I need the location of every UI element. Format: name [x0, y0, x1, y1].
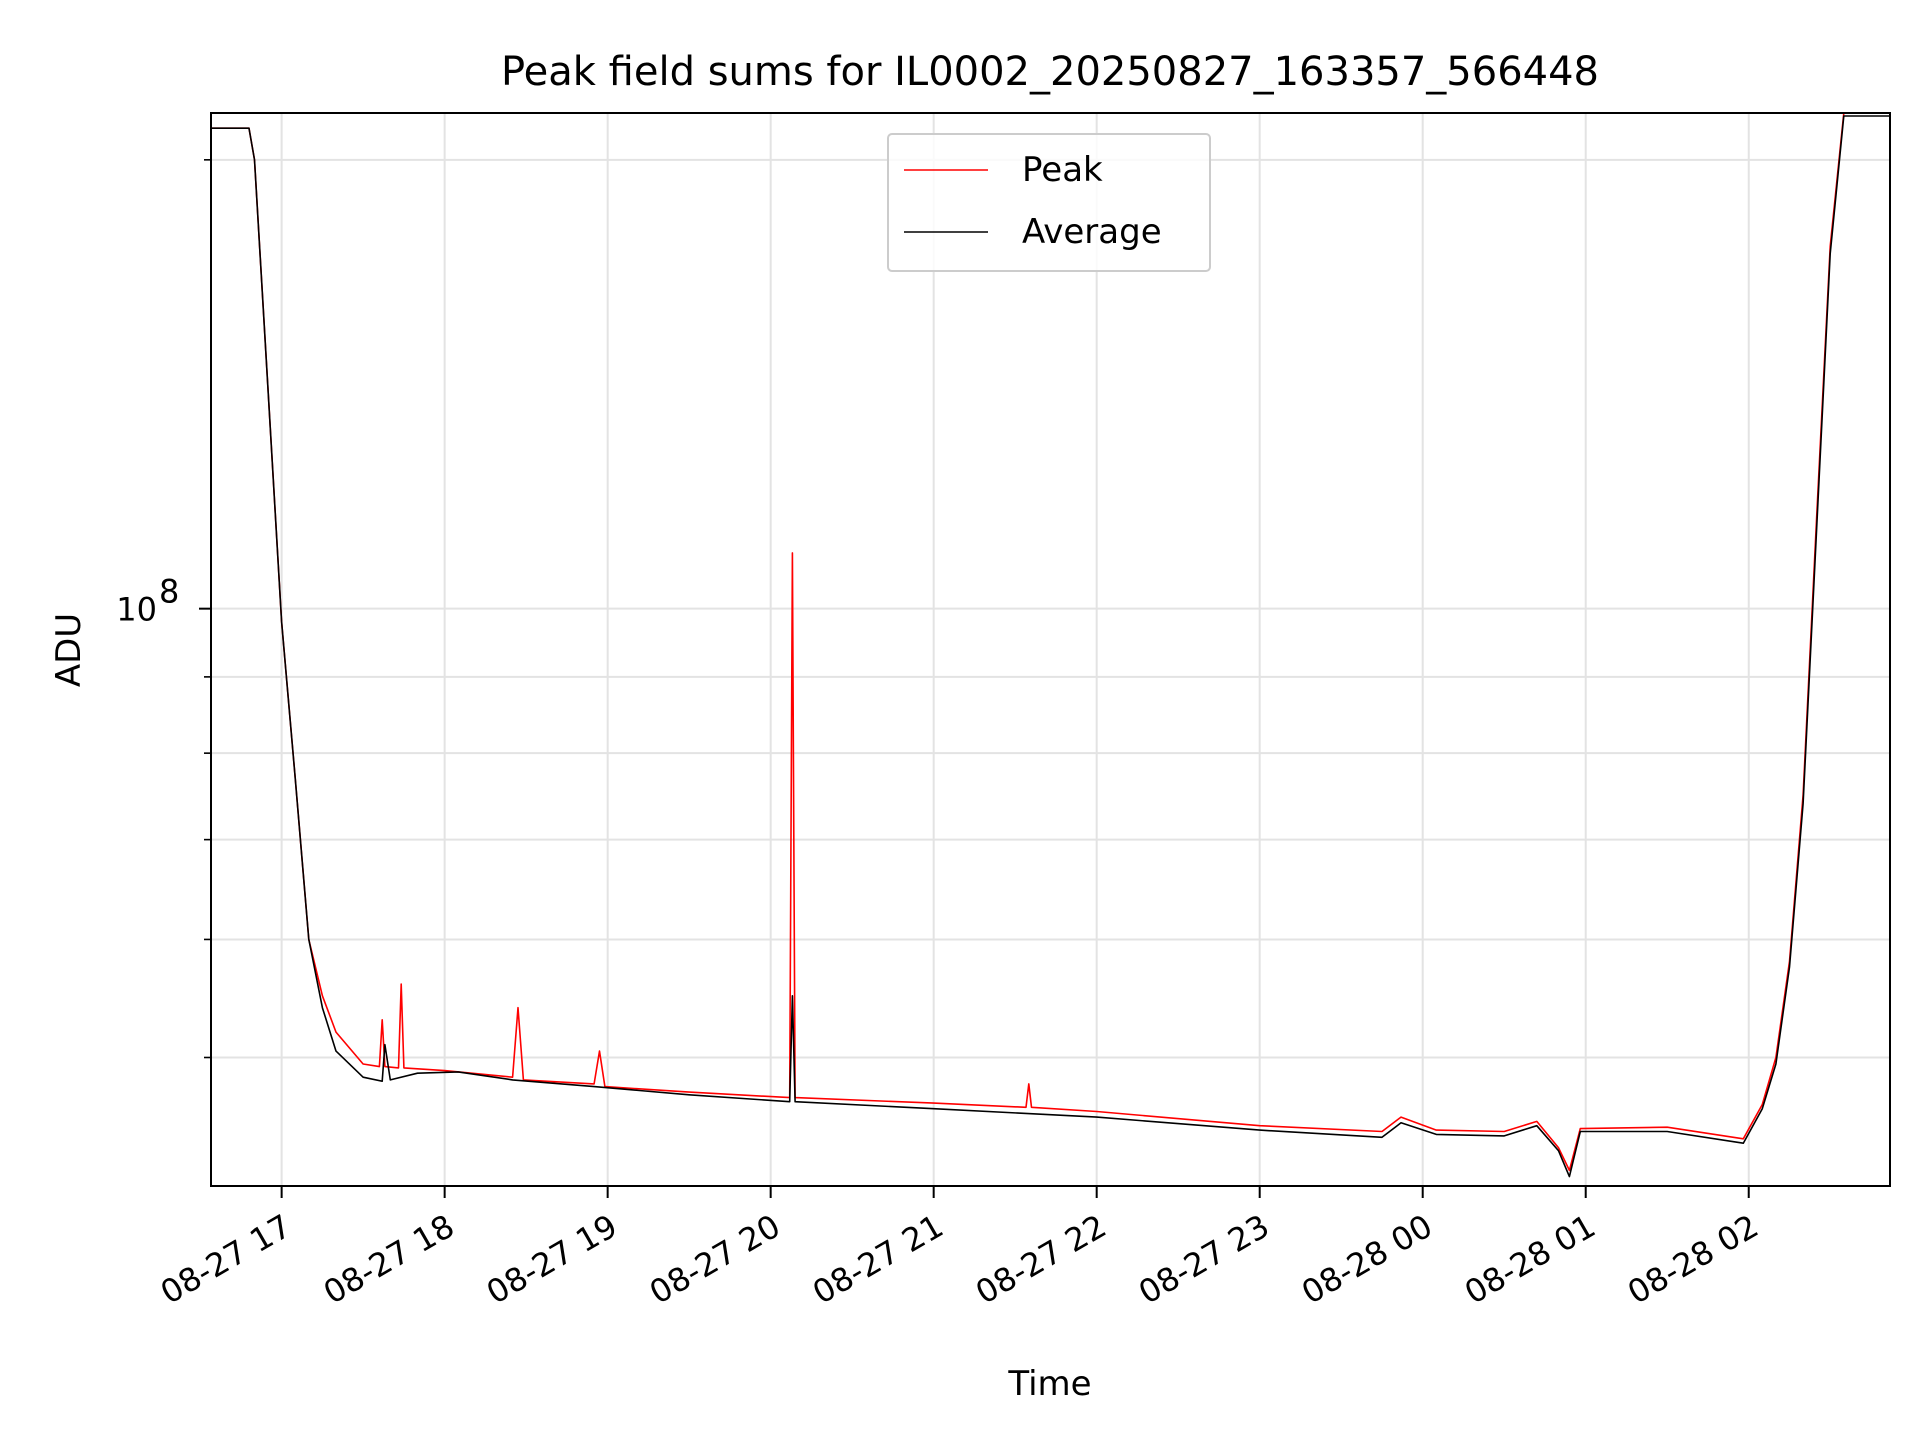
series-line-average — [211, 115, 1890, 1178]
legend-box — [887, 133, 1211, 272]
chart-title: Peak field sums for IL0002_20250827_1633… — [501, 49, 1599, 95]
legend-label-peak: Peak — [1022, 150, 1103, 190]
legend-label-average: Average — [1022, 212, 1162, 252]
series-line-peak — [211, 113, 1890, 1172]
legend: Peak Average — [887, 133, 1211, 272]
grid — [211, 113, 1890, 1186]
plot-frame — [210, 112, 1891, 1187]
y-tick-label-exponent: 8 — [159, 573, 179, 611]
series-layer — [211, 113, 1890, 1178]
y-axis-title: ADU — [49, 613, 89, 687]
y-tick-label: 10 — [116, 591, 157, 629]
x-axis-title: Time — [1007, 1364, 1091, 1404]
